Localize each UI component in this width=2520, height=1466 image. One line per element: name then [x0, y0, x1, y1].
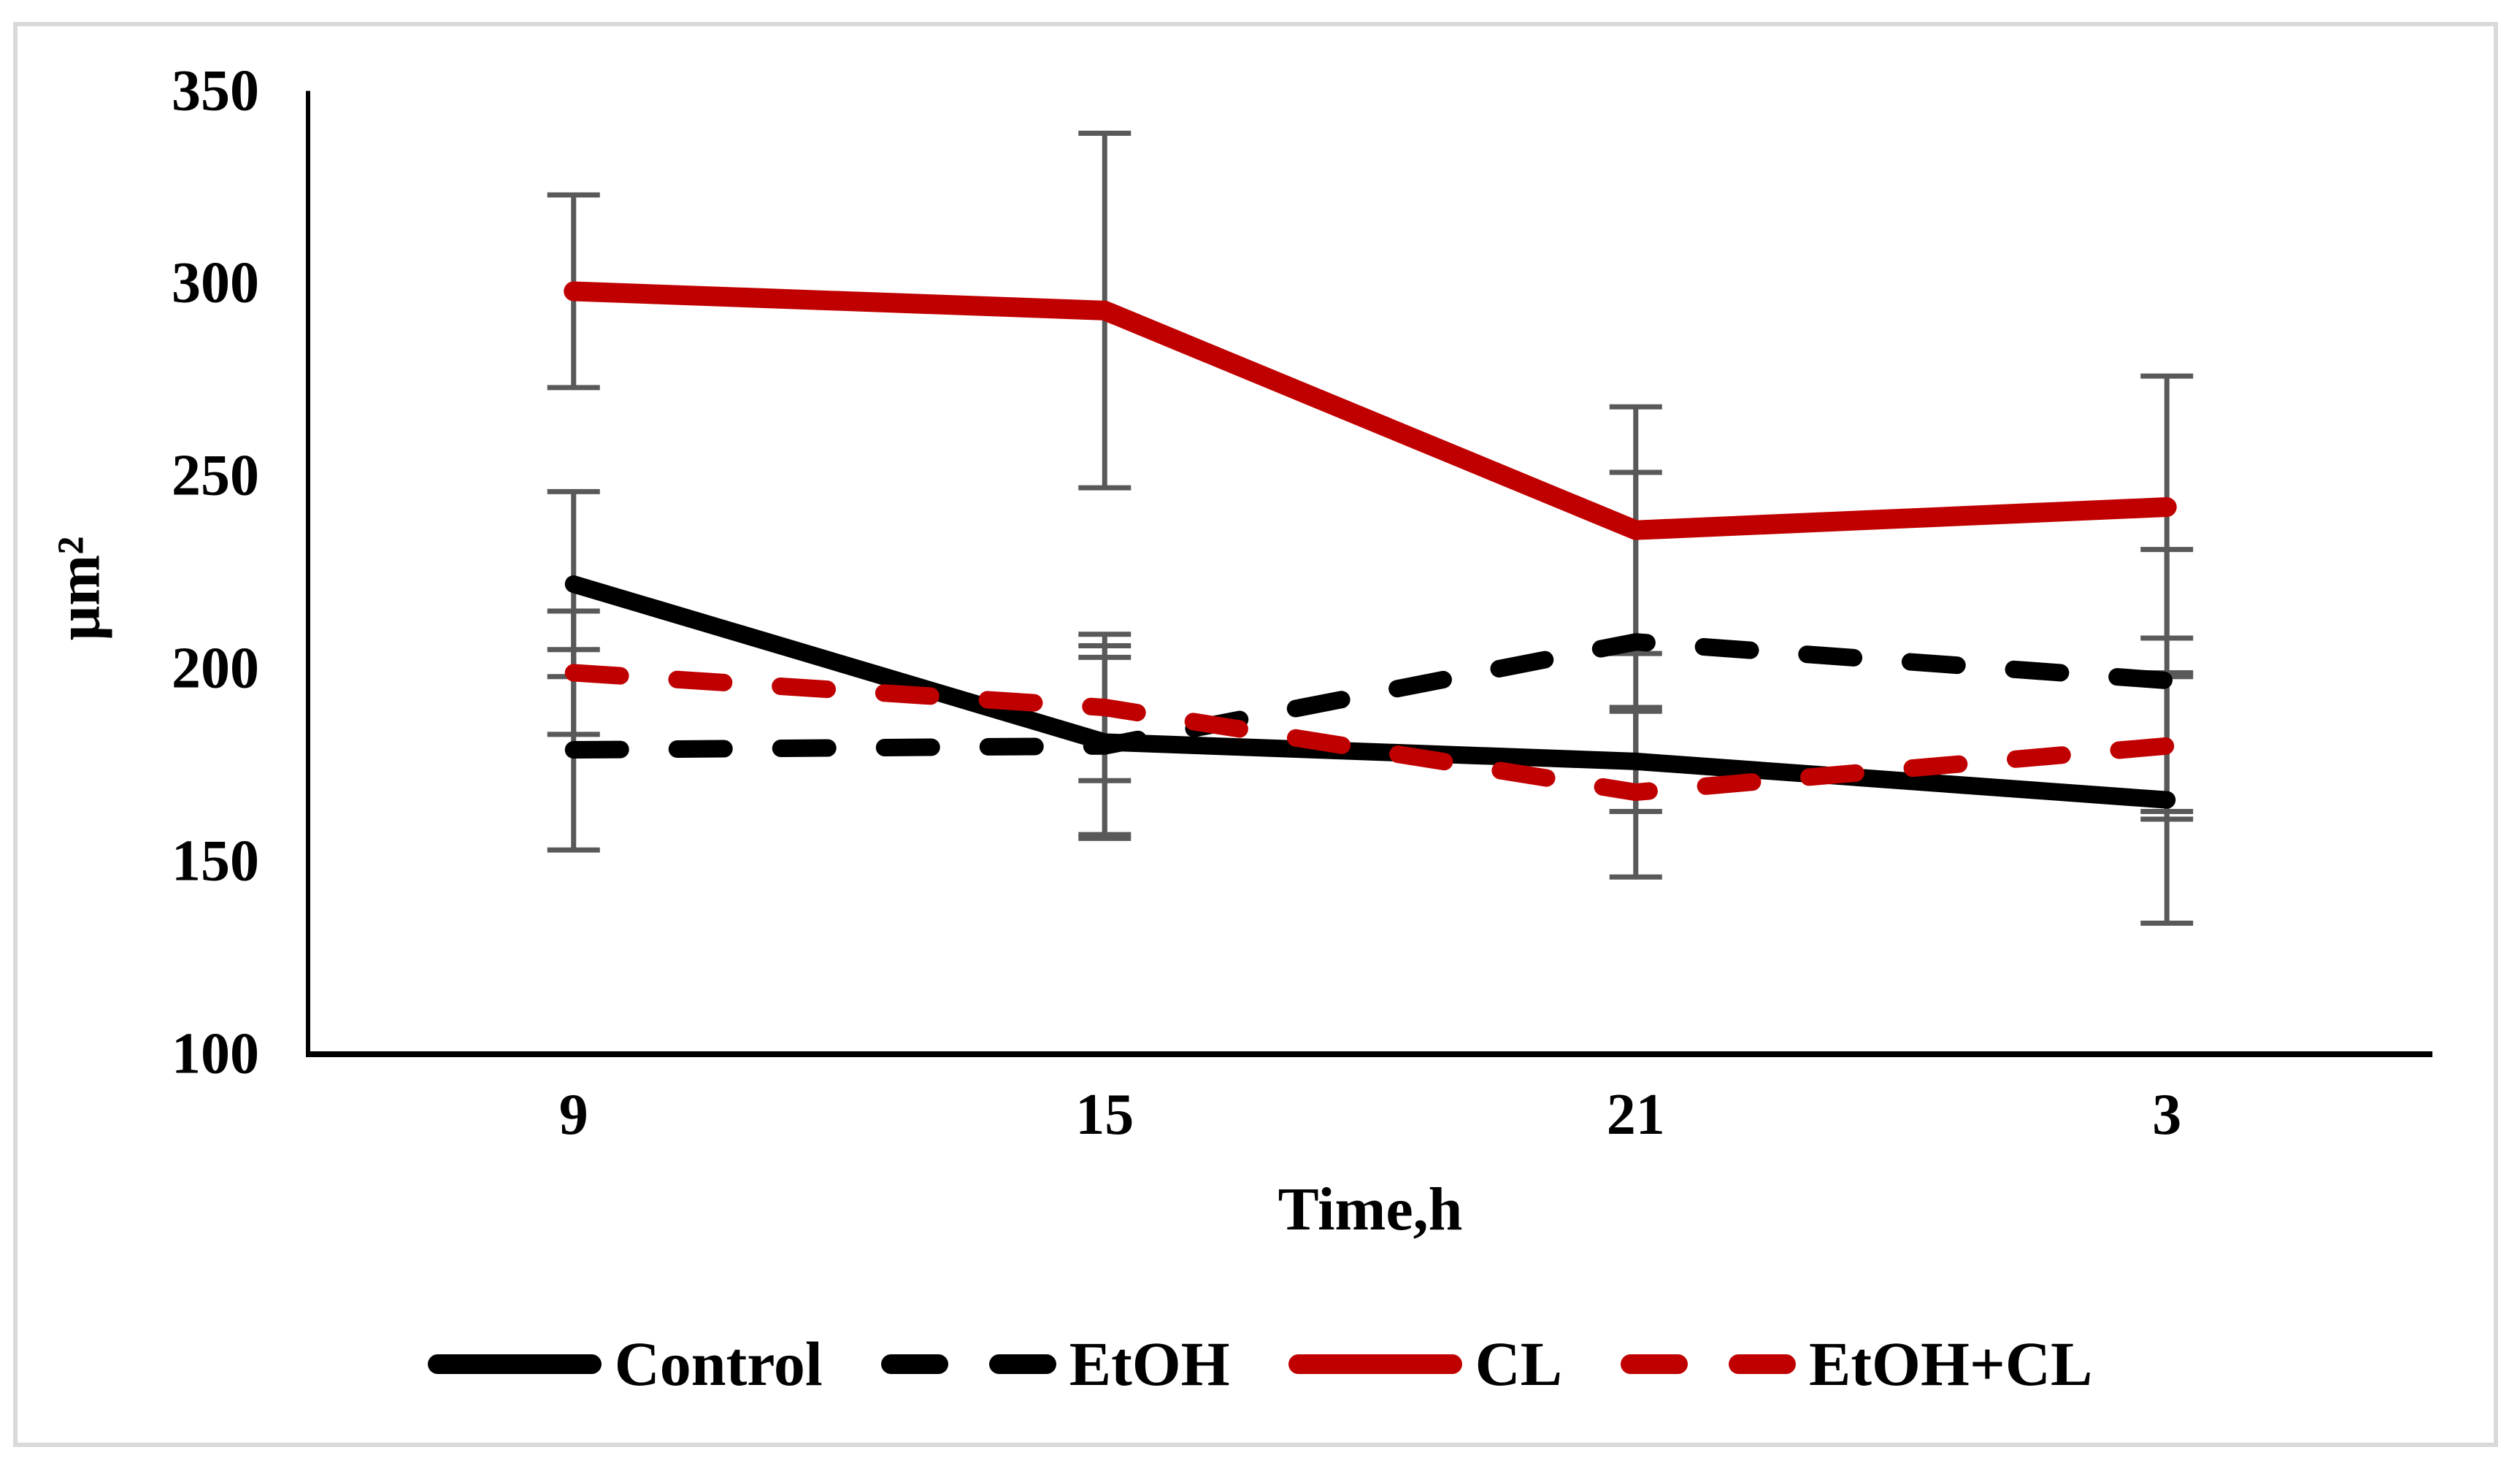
y-axis-title: μm² [45, 536, 113, 641]
legend-label-Control: Control [614, 1329, 823, 1399]
series-lines [564, 281, 2177, 809]
legend-label-EtOH: EtOH [1069, 1329, 1230, 1399]
y-tick-label-150: 150 [172, 829, 259, 894]
legend-dash [1621, 1354, 1689, 1374]
y-tick-label-300: 300 [172, 250, 259, 315]
legend-item-Control: Control [427, 1327, 823, 1400]
axes [306, 91, 2432, 1057]
y-tick-label-100: 100 [172, 1021, 259, 1086]
y-tick-label-250: 250 [172, 443, 259, 508]
x-axis-title: Time,h [1278, 1175, 1463, 1243]
legend-item-CL: CL [1288, 1327, 1562, 1400]
legend-label-CL: CL [1475, 1329, 1563, 1399]
x-tick-label-3: 3 [2152, 1083, 2182, 1147]
legend: Control EtOH CL EtOH+CL [0, 1327, 2520, 1400]
legend-dash [988, 1354, 1056, 1374]
series-line-Control [564, 575, 2176, 809]
series-line-EtOH+CL [564, 664, 2176, 802]
y-tick-label-200: 200 [172, 636, 259, 701]
legend-swatch-dashed-EtOH+CL [1621, 1354, 1797, 1374]
legend-swatch-dashed-EtOH [880, 1354, 1056, 1374]
legend-swatch-solid-Control [427, 1354, 602, 1374]
legend-swatch-solid-CL [1288, 1354, 1462, 1374]
error-bars [547, 131, 2194, 926]
x-tick-label-15: 15 [1075, 1083, 1134, 1147]
series-line-CL [564, 281, 2177, 540]
legend-dash [1729, 1354, 1797, 1374]
x-tick-label-21: 21 [1606, 1083, 1665, 1147]
legend-item-EtOH: EtOH [880, 1327, 1230, 1400]
x-tick-label-9: 9 [558, 1083, 588, 1147]
chart-frame-border [13, 22, 2498, 1447]
y-tick-label-350: 350 [172, 58, 259, 123]
legend-item-EtOH+CL: EtOH+CL [1621, 1327, 2092, 1400]
legend-label-EtOH+CL: EtOH+CL [1809, 1329, 2093, 1399]
legend-dash [880, 1354, 948, 1374]
